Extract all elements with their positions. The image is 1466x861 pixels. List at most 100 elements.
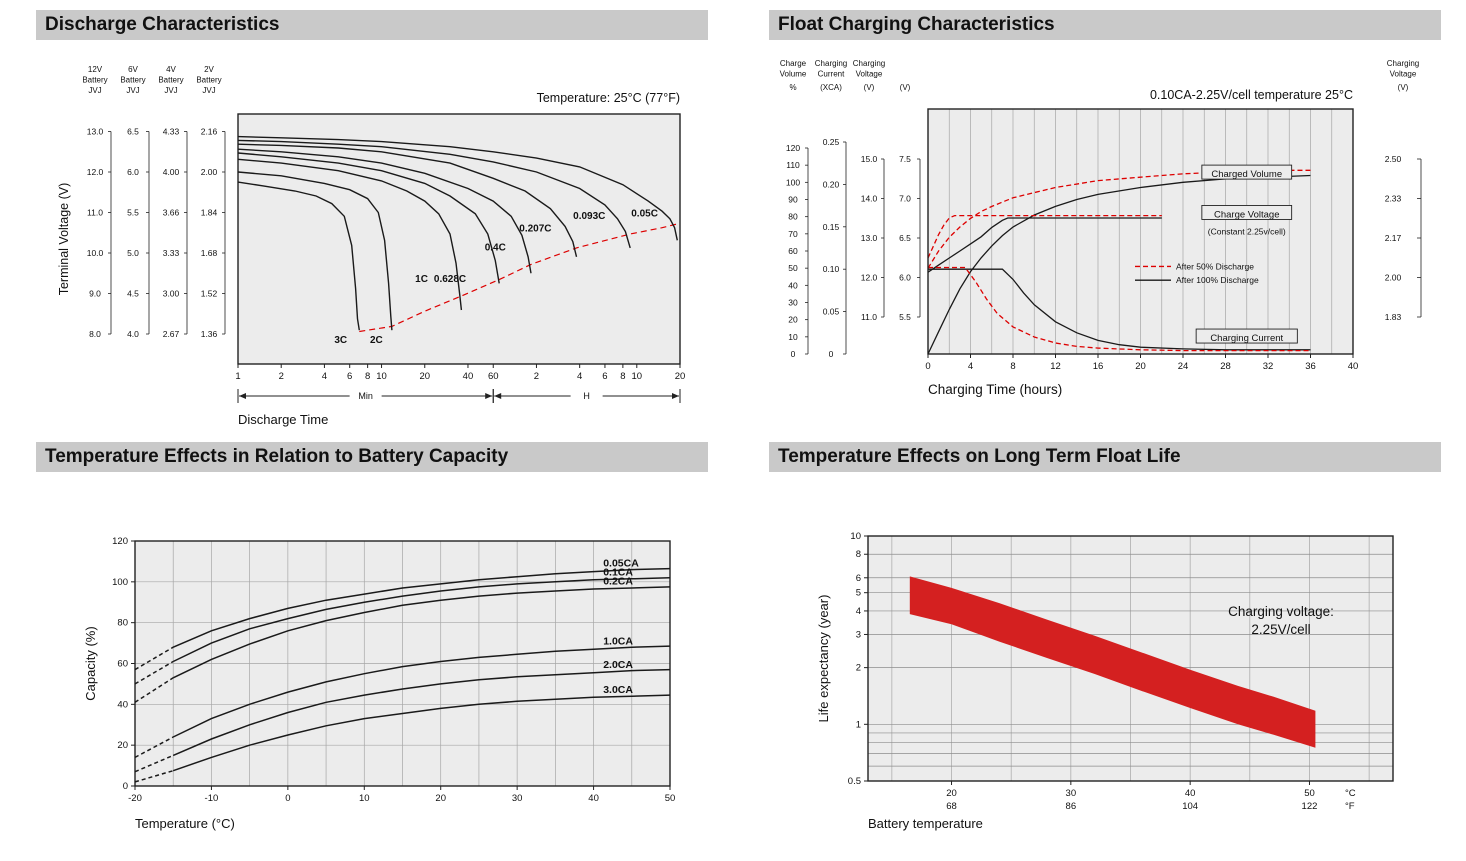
life-expectancy-band (909, 576, 1316, 748)
x-tick-label: 20 (1135, 361, 1146, 372)
axis-col-header: Volume (780, 70, 807, 79)
curve-label-0.4C: 0.4C (485, 242, 506, 253)
annotation-label: Charging Current (1210, 333, 1283, 344)
curve-dashed-1.0CA (134, 736, 174, 759)
y-tick-label: 80 (788, 212, 798, 222)
y-tick-label: 40 (788, 280, 798, 290)
temperature-note: Temperature: 25°C (77°F) (537, 91, 680, 105)
y-tick-label: 6.5 (899, 233, 911, 243)
x-tick-label: 40 (463, 371, 474, 382)
x-tick-label: 30 (512, 793, 523, 804)
x-tick-label: 20 (419, 371, 430, 382)
x-axis-title: Discharge Time (238, 412, 328, 427)
y-tick-label: 4.33 (163, 127, 180, 137)
y-tick-label: 1 (856, 719, 861, 730)
y-tick-label: 20 (117, 740, 128, 751)
y-tick-label: 9.0 (89, 289, 101, 299)
y-tick-label: 110 (786, 160, 800, 170)
y-tick-label: 0 (791, 349, 796, 359)
right-axis-header: Charging (1387, 59, 1419, 68)
x-tick-label: 24 (1178, 361, 1189, 372)
curve-label-2.0CA: 2.0CA (603, 659, 633, 671)
panel-discharge-characteristics: Discharge Characteristics Temperature: 2… (20, 0, 732, 428)
x-tick-label: 4 (968, 361, 973, 372)
curve-label-0.628C: 0.628C (434, 274, 466, 285)
y-tick-label: 3.00 (163, 289, 180, 299)
axis-col-header: Battery (196, 76, 221, 85)
y-tick-label: 2.00 (201, 167, 218, 177)
y-tick-label: 2.16 (201, 127, 218, 137)
y-tick-label: 60 (117, 659, 128, 670)
chart-note: 0.10CA-2.25V/cell temperature 25°C (1150, 88, 1353, 102)
cutoff-line (359, 223, 678, 333)
y-tick-label: 120 (786, 143, 800, 153)
curve-0.207C (237, 143, 578, 257)
axis-col-header: 2V (204, 65, 214, 74)
x-tick-label: -10 (205, 793, 219, 804)
x-tick-label: 40 (1348, 361, 1359, 372)
curve-label-0.05C: 0.05C (631, 208, 658, 219)
y-tick-label: 5.5 (899, 312, 911, 322)
axis-col-header: 6V (128, 65, 138, 74)
curve-0.05C (237, 135, 678, 241)
curve-label-2C: 2C (370, 335, 383, 346)
curve-label-1C: 1C (415, 274, 428, 285)
section-title-discharge: Discharge Characteristics (36, 10, 708, 40)
x-tick-label: 12 (1050, 361, 1061, 372)
y-tick-label: 11.0 (87, 208, 103, 218)
x-tick-label: 60 (488, 371, 499, 382)
temperature-capacity-chart: 0 20 40 60 80 100 120 -20 -10 0 10 20 30 40 50 Capacity… (83, 536, 676, 831)
y-tick-label: 15.0 (861, 154, 878, 164)
y-tick-label: 0 (123, 781, 128, 792)
axis-col-unit: (V) (864, 83, 875, 92)
x-tick-label: 8 (1010, 361, 1015, 372)
curve-dashed-0.2CA (134, 677, 174, 703)
y-tick-label: 5.0 (127, 248, 139, 258)
axis-col-header: JVJ (202, 86, 215, 95)
x-tick-label: 50 (665, 793, 676, 804)
curve-charging-current-100 (928, 268, 1311, 351)
y-axis-title: Life expectancy (year) (816, 595, 831, 723)
axis-col-header: Charging (853, 59, 885, 68)
y-tick-label: 7.5 (899, 154, 911, 164)
curve-label-0.093C: 0.093C (573, 211, 605, 222)
curve-charging-current-50 (928, 266, 1311, 352)
curve-dashed-0.05CA (134, 646, 174, 671)
axis-col-header: JVJ (164, 86, 177, 95)
x-tick-label: 20 (435, 793, 446, 804)
y-tick-label: 12.0 (87, 167, 104, 177)
x-tick-label: 6 (347, 371, 352, 382)
panel-temperature-capacity: Temperature Effects in Relation to Batte… (20, 432, 732, 860)
x-tick-label: 36 (1305, 361, 1316, 372)
curve-label-0.2CA: 0.2CA (603, 575, 633, 587)
curve-0.628C (237, 152, 500, 284)
x-tick-label-c: 30 (1066, 788, 1077, 799)
y-tick-label: 5 (856, 588, 861, 599)
y-tick-label: 30 (788, 298, 798, 308)
y-tick-label: 10 (850, 531, 861, 542)
curve-3.0CA (172, 694, 671, 772)
y-tick-label: 2 (856, 663, 861, 674)
section-title-temperature-capacity: Temperature Effects in Relation to Batte… (36, 442, 708, 472)
curve-label-0.207C: 0.207C (519, 223, 551, 234)
y-tick-label: 4 (856, 606, 861, 617)
y-tick-label: 50 (788, 263, 798, 273)
y-tick-label: 14.0 (861, 194, 878, 204)
annotation-label: (Constant 2.25v/cell) (1208, 227, 1286, 237)
x-tick-label: 2 (279, 371, 284, 382)
discharge-characteristics-chart: Temperature: 25°C (77°F) Terminal Voltage… (57, 65, 685, 427)
annotation-line-2: 2.25V/cell (1251, 622, 1310, 637)
x-tick-label: 8 (620, 371, 625, 382)
x-tick-label-f: 104 (1182, 801, 1198, 812)
y-tick-label: 80 (117, 618, 128, 629)
panel-float-life: Temperature Effects on Long Term Float L… (753, 432, 1465, 860)
y-tick-label: 8.0 (89, 329, 101, 339)
curve-0.1CA (172, 577, 671, 663)
x-tick-label-f: 86 (1066, 801, 1077, 812)
y-tick-label: 0 (829, 349, 834, 359)
axis-col-header: Battery (120, 76, 145, 85)
axis-col-header: Current (818, 70, 845, 79)
y-tick-label: 4.0 (127, 329, 139, 339)
x-unit-celsius: °C (1345, 788, 1356, 799)
y-tick-label: 0.5 (848, 776, 861, 787)
